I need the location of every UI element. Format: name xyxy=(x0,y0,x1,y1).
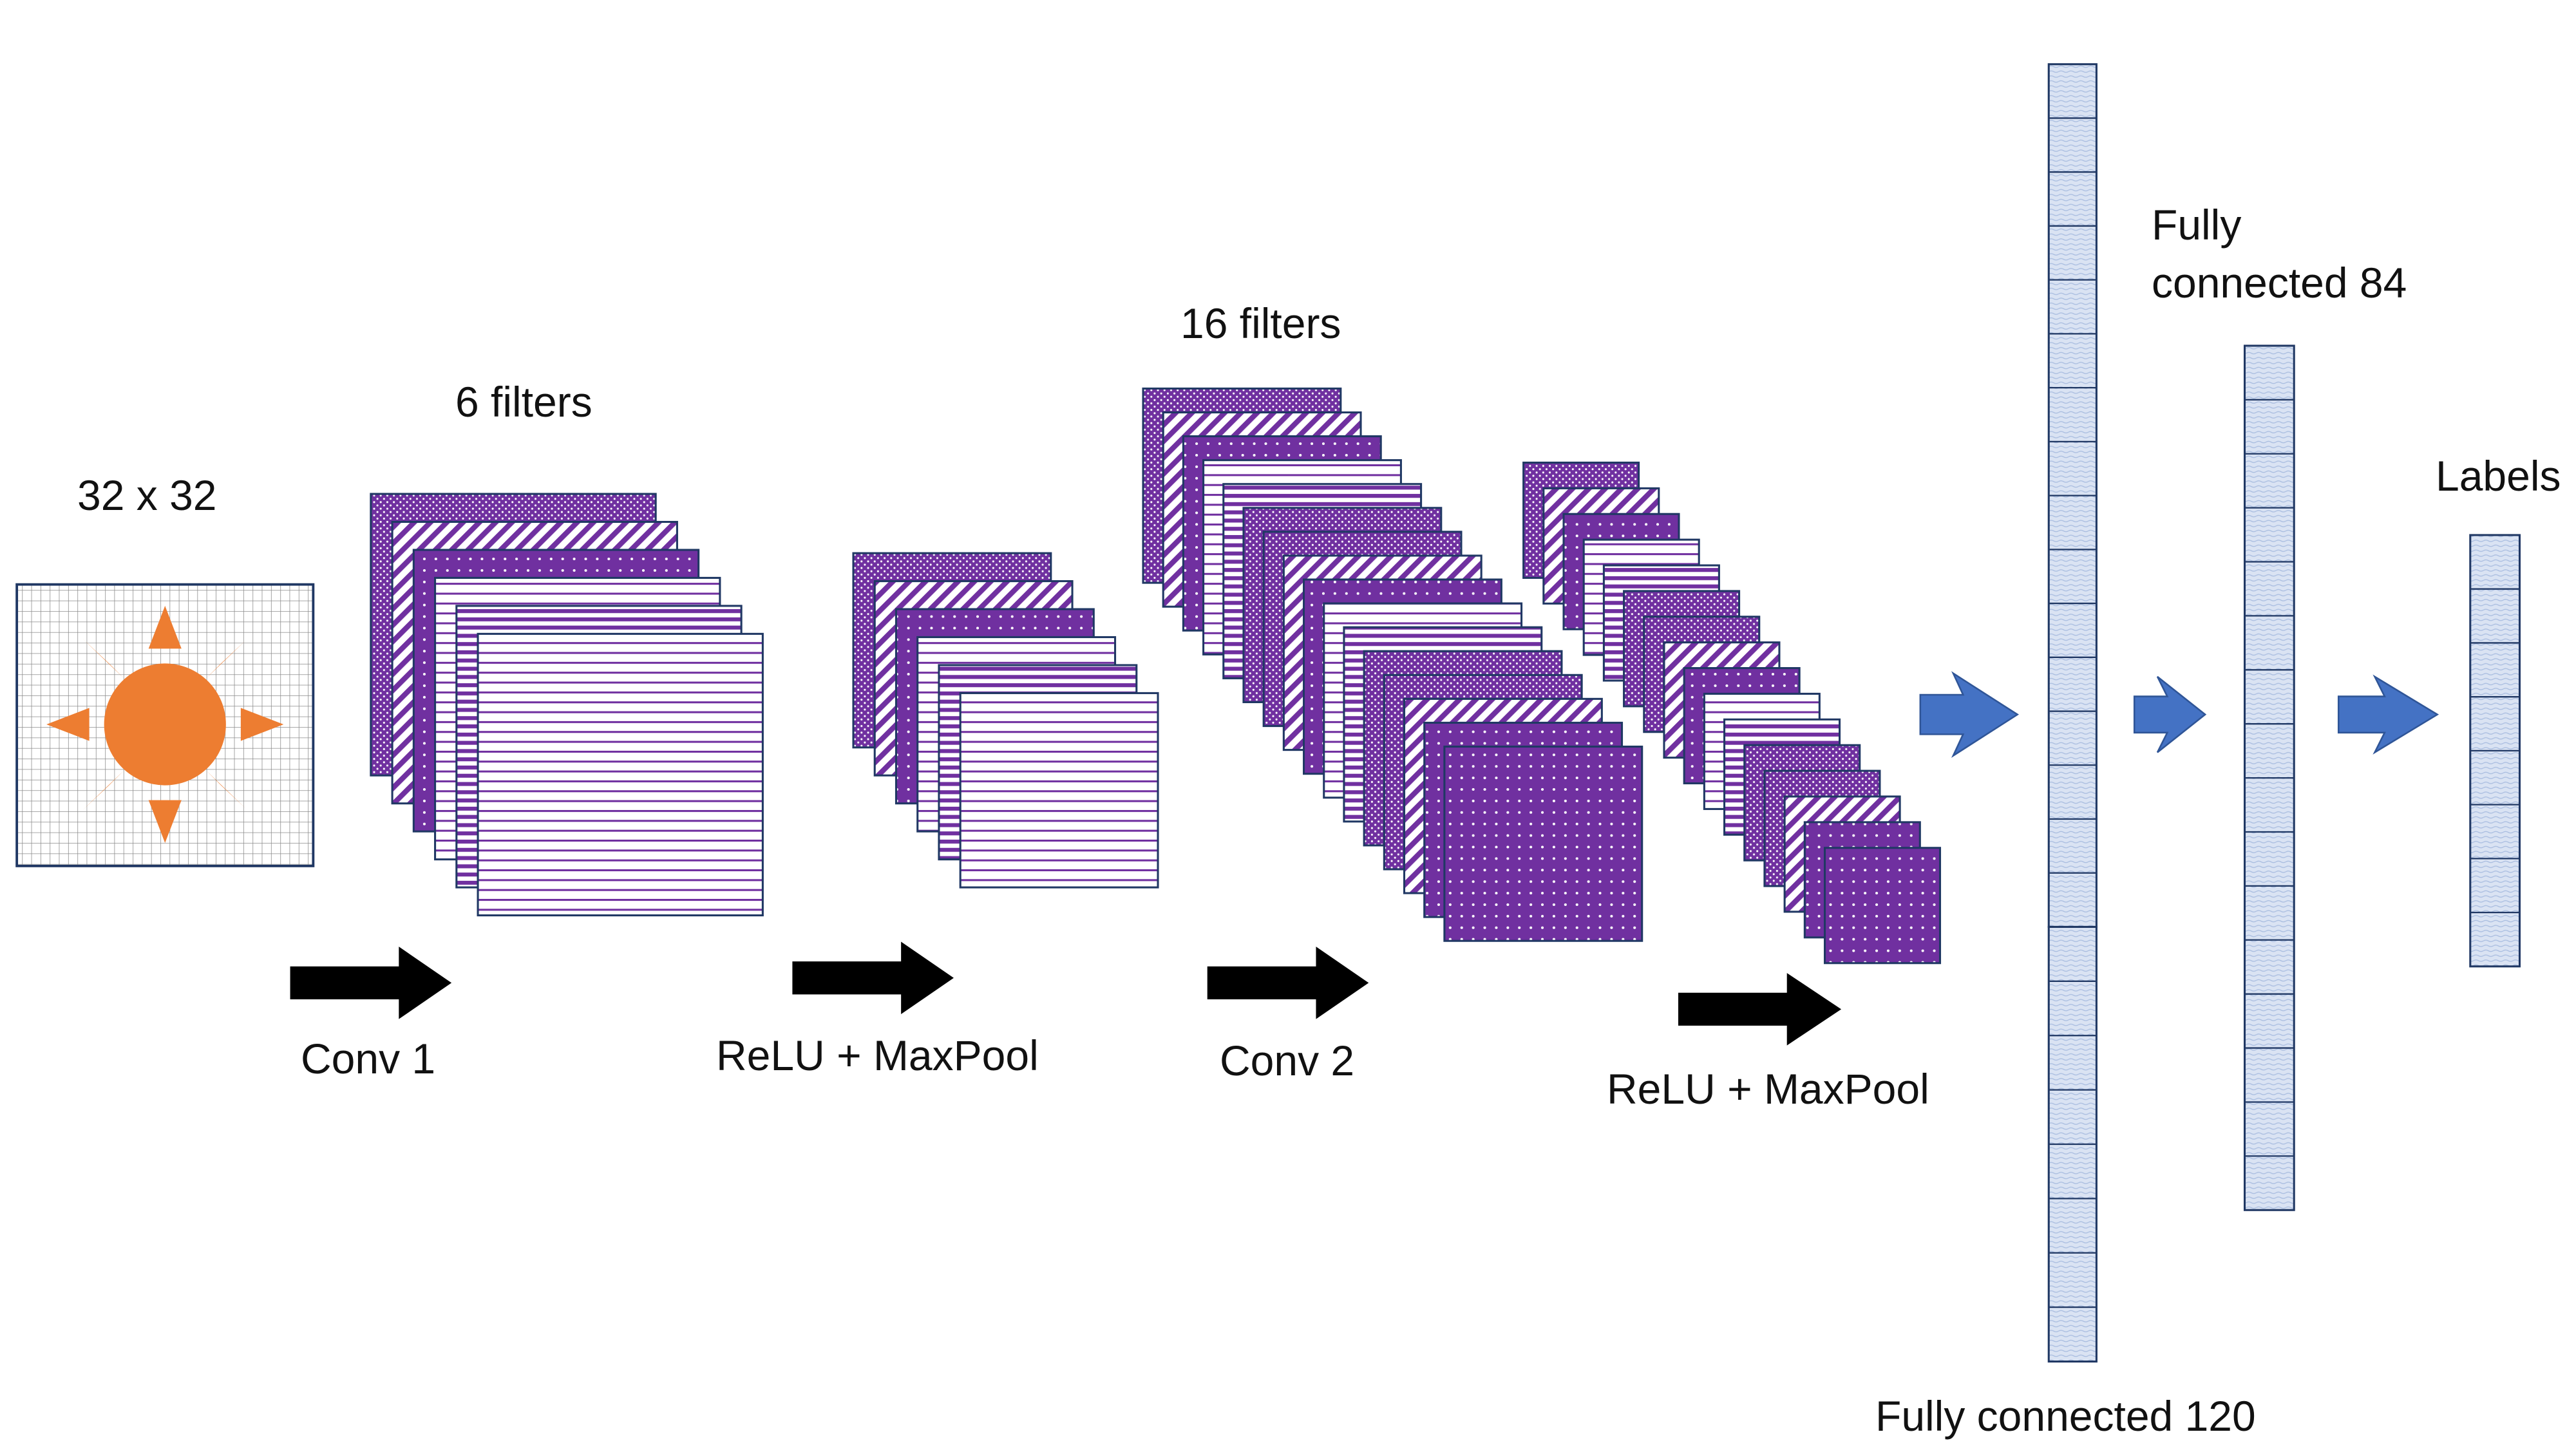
sun-icon xyxy=(46,605,284,844)
right-arrow-icon xyxy=(290,947,452,1019)
feature-map xyxy=(1823,847,1942,965)
fc120-column xyxy=(2047,925,2098,1363)
right-arrow-icon xyxy=(2133,675,2207,753)
conv1-filters-label: 6 filters xyxy=(455,378,592,426)
feature-map xyxy=(1443,745,1643,942)
pool1-feature-maps xyxy=(852,552,1159,889)
conv1-feature-maps xyxy=(370,493,764,917)
right-arrow-icon xyxy=(1678,973,1842,1046)
relu-maxpool-1-label: ReLU + MaxPool xyxy=(716,1032,1039,1079)
fc84-label-line2: connected 84 xyxy=(2152,259,2407,306)
feature-map xyxy=(959,692,1159,889)
conv1-label: Conv 1 xyxy=(301,1035,436,1082)
right-arrow-icon xyxy=(792,941,954,1014)
conv2-feature-maps xyxy=(1142,387,1643,942)
right-arrow-icon xyxy=(1207,947,1369,1019)
fully-connected-layers xyxy=(2047,63,2521,1363)
feature-map xyxy=(477,632,764,917)
right-arrow-icon xyxy=(2337,674,2439,755)
right-arrow-icon xyxy=(1919,671,2020,759)
conv2-label: Conv 2 xyxy=(1220,1037,1355,1084)
fc120-label: Fully connected 120 xyxy=(1875,1392,2256,1440)
labels-column xyxy=(2469,534,2521,968)
feature-map-stacks xyxy=(370,387,1942,965)
labels-title: Labels xyxy=(2436,452,2561,500)
input-image xyxy=(15,583,315,867)
input-size-label: 32 x 32 xyxy=(77,471,217,519)
fc84-column xyxy=(2243,344,2295,1211)
fc120-column xyxy=(2047,63,2098,929)
pool2-feature-maps xyxy=(1522,461,1942,965)
relu-maxpool-2-label: ReLU + MaxPool xyxy=(1607,1065,1929,1113)
fc84-label-line1: Fully xyxy=(2152,201,2242,249)
conv2-filters-label: 16 filters xyxy=(1180,299,1341,347)
